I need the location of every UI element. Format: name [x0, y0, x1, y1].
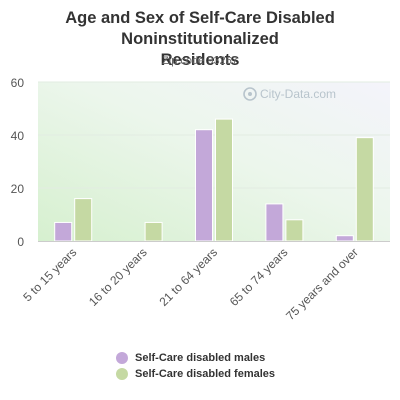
bar-females — [74, 198, 93, 242]
bar-females — [144, 221, 163, 242]
legend-label-males: Self-Care disabled males — [135, 352, 266, 364]
legend-label-females: Self-Care disabled females — [135, 368, 276, 380]
watermark-text: City-Data.com — [260, 87, 336, 101]
watermark: City-Data.com — [243, 87, 336, 101]
chart-title: Age and Sex of Self-Care Disabled Nonins… — [65, 9, 335, 69]
y-tick-label: 60 — [11, 76, 25, 90]
legend: Self-Care disabled males Self-Care disab… — [116, 350, 275, 382]
x-tick-label: 65 to 74 years — [227, 245, 291, 309]
plot-area — [38, 82, 390, 241]
bar-females — [285, 219, 304, 242]
bar-males — [335, 235, 354, 242]
x-tick-label: 16 to 20 years — [86, 245, 150, 309]
watermark-icon — [243, 87, 257, 101]
y-tick-label: 0 — [17, 235, 24, 249]
x-tick-label: 75 years and over — [283, 245, 361, 323]
bar-females — [355, 137, 374, 242]
bar-males — [195, 129, 213, 242]
x-tick-label: 21 to 64 years — [156, 245, 220, 309]
legend-item-females: Self-Care disabled females — [116, 366, 275, 382]
x-tick-label: 5 to 15 years — [20, 245, 79, 304]
y-tick-label: 40 — [11, 129, 25, 143]
legend-item-males: Self-Care disabled males — [116, 350, 275, 366]
bar-females — [215, 118, 233, 242]
legend-swatch-females — [116, 368, 128, 380]
chart-subtitle: Zip code 93267 — [162, 55, 238, 67]
bar-males — [54, 221, 73, 242]
legend-swatch-males — [116, 352, 128, 364]
bar-males — [265, 203, 284, 242]
y-tick-label: 20 — [11, 182, 25, 196]
